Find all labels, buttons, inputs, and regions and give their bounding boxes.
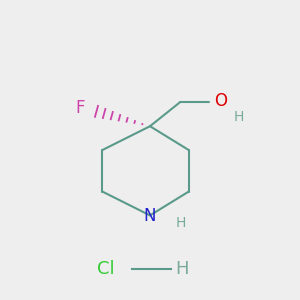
Text: F: F bbox=[75, 99, 85, 117]
Text: Cl: Cl bbox=[97, 260, 114, 278]
Text: N: N bbox=[144, 207, 156, 225]
Text: H: H bbox=[175, 216, 186, 230]
Text: H: H bbox=[175, 260, 189, 278]
Text: H: H bbox=[233, 110, 244, 124]
Text: O: O bbox=[214, 92, 227, 110]
